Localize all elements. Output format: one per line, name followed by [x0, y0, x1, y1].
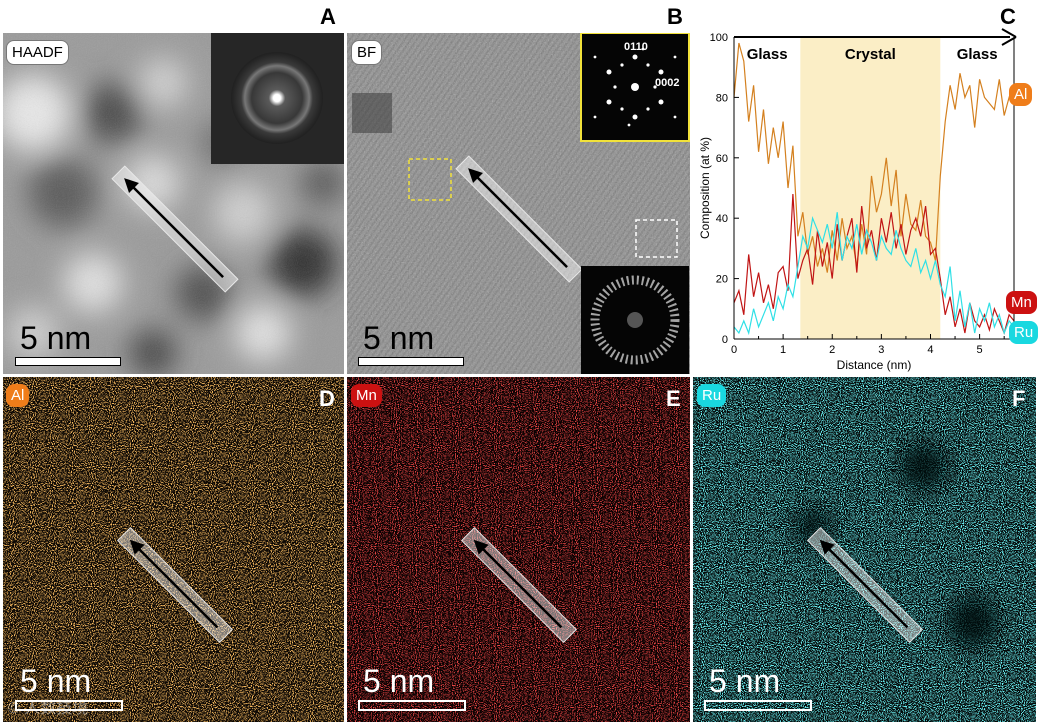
scale-text-a: 5 nm — [20, 320, 92, 356]
x-axis-label: Distance (nm) — [837, 358, 912, 372]
bf-image — [347, 33, 690, 374]
mn-eds-map — [347, 377, 690, 722]
region-label-crystal-1: Crystal — [845, 46, 896, 63]
haadf-label: HAADF — [6, 40, 69, 65]
series-line-al — [733, 42, 1015, 273]
panel-e-mn-map — [347, 377, 690, 722]
y-tick-label: 80 — [716, 92, 728, 104]
scale-bar-d — [15, 700, 123, 711]
x-tick-label: 4 — [927, 344, 933, 356]
bf-line-scan-arrow — [455, 155, 583, 283]
fft-index-0110: 0110 — [624, 41, 648, 53]
line-scan-arrow — [111, 165, 239, 293]
y-tick-label: 100 — [710, 32, 728, 44]
al-map-label: Al — [6, 384, 30, 407]
panel-b-bf — [347, 33, 690, 374]
mn-line-scan-arrow — [461, 527, 577, 643]
series-line-ru — [733, 212, 1015, 336]
scale-text-e: 5 nm — [363, 663, 435, 699]
fft-crystal-spots-icon — [593, 47, 677, 127]
panel-letter-a: A — [320, 4, 336, 29]
y-tick-label: 60 — [716, 153, 728, 165]
scale-text-d: 5 nm — [20, 663, 92, 699]
scale-text-f: 5 nm — [709, 663, 781, 699]
scale-bar-a — [15, 357, 121, 366]
y-tick-label: 20 — [716, 274, 728, 286]
fft-index-0002: 0002 — [655, 77, 680, 89]
y-tick-label: 40 — [716, 213, 728, 225]
panel-letter-f: F — [1012, 386, 1026, 411]
panel-letter-b: B — [667, 4, 683, 29]
region-label-glass-2: Glass — [957, 46, 998, 63]
y-tick-label: 0 — [722, 334, 728, 346]
fft-crystal-inset — [580, 33, 690, 142]
x-tick-label: 3 — [878, 344, 884, 356]
fft-glass-ring-icon — [590, 275, 680, 365]
mn-map-label: Mn — [351, 384, 382, 407]
chart-legend-al: Al — [1009, 83, 1033, 106]
x-tick-label: 1 — [780, 344, 786, 356]
composition-line-chart: 0 1 2 3 4 5 0 20 40 60 80 100 Glass Crystal Glass Dista… — [698, 28, 1017, 372]
x-tick-label: 5 — [977, 344, 983, 356]
ru-eds-map — [693, 377, 1036, 722]
series-line-mn — [733, 193, 1015, 335]
panel-a-haadf — [3, 33, 344, 374]
bf-label: BF — [351, 40, 383, 65]
panel-d-al-map — [3, 377, 344, 722]
panel-letter-e: E — [666, 386, 681, 411]
panel-letter-d: D — [319, 386, 335, 411]
al-line-scan-arrow — [117, 527, 233, 643]
scale-text-b: 5 nm — [363, 320, 435, 356]
panel-letter-c: C — [1000, 4, 1016, 29]
diffraction-pattern-icon — [231, 52, 323, 144]
y-axis-label: Composition (at %) — [698, 137, 712, 239]
glass-region-box — [635, 219, 678, 258]
panel-f-ru-map — [693, 377, 1036, 722]
al-eds-map — [3, 377, 344, 722]
scale-bar-e — [358, 700, 466, 711]
top-arrow-head — [1001, 28, 1017, 46]
x-tick-label: 0 — [731, 344, 737, 356]
ru-line-scan-arrow — [807, 527, 923, 643]
scale-bar-f — [704, 700, 812, 711]
watermark: © 人数技境 — [8, 700, 89, 717]
haadf-image — [3, 33, 344, 374]
crystal-region-box — [408, 158, 452, 201]
ru-map-label: Ru — [697, 384, 727, 407]
scale-bar-b — [358, 357, 464, 366]
x-tick-label: 2 — [829, 344, 835, 356]
chart-legend-ru: Ru — [1009, 321, 1039, 344]
region-label-glass-0: Glass — [747, 46, 788, 63]
chart-legend-mn: Mn — [1006, 291, 1037, 314]
